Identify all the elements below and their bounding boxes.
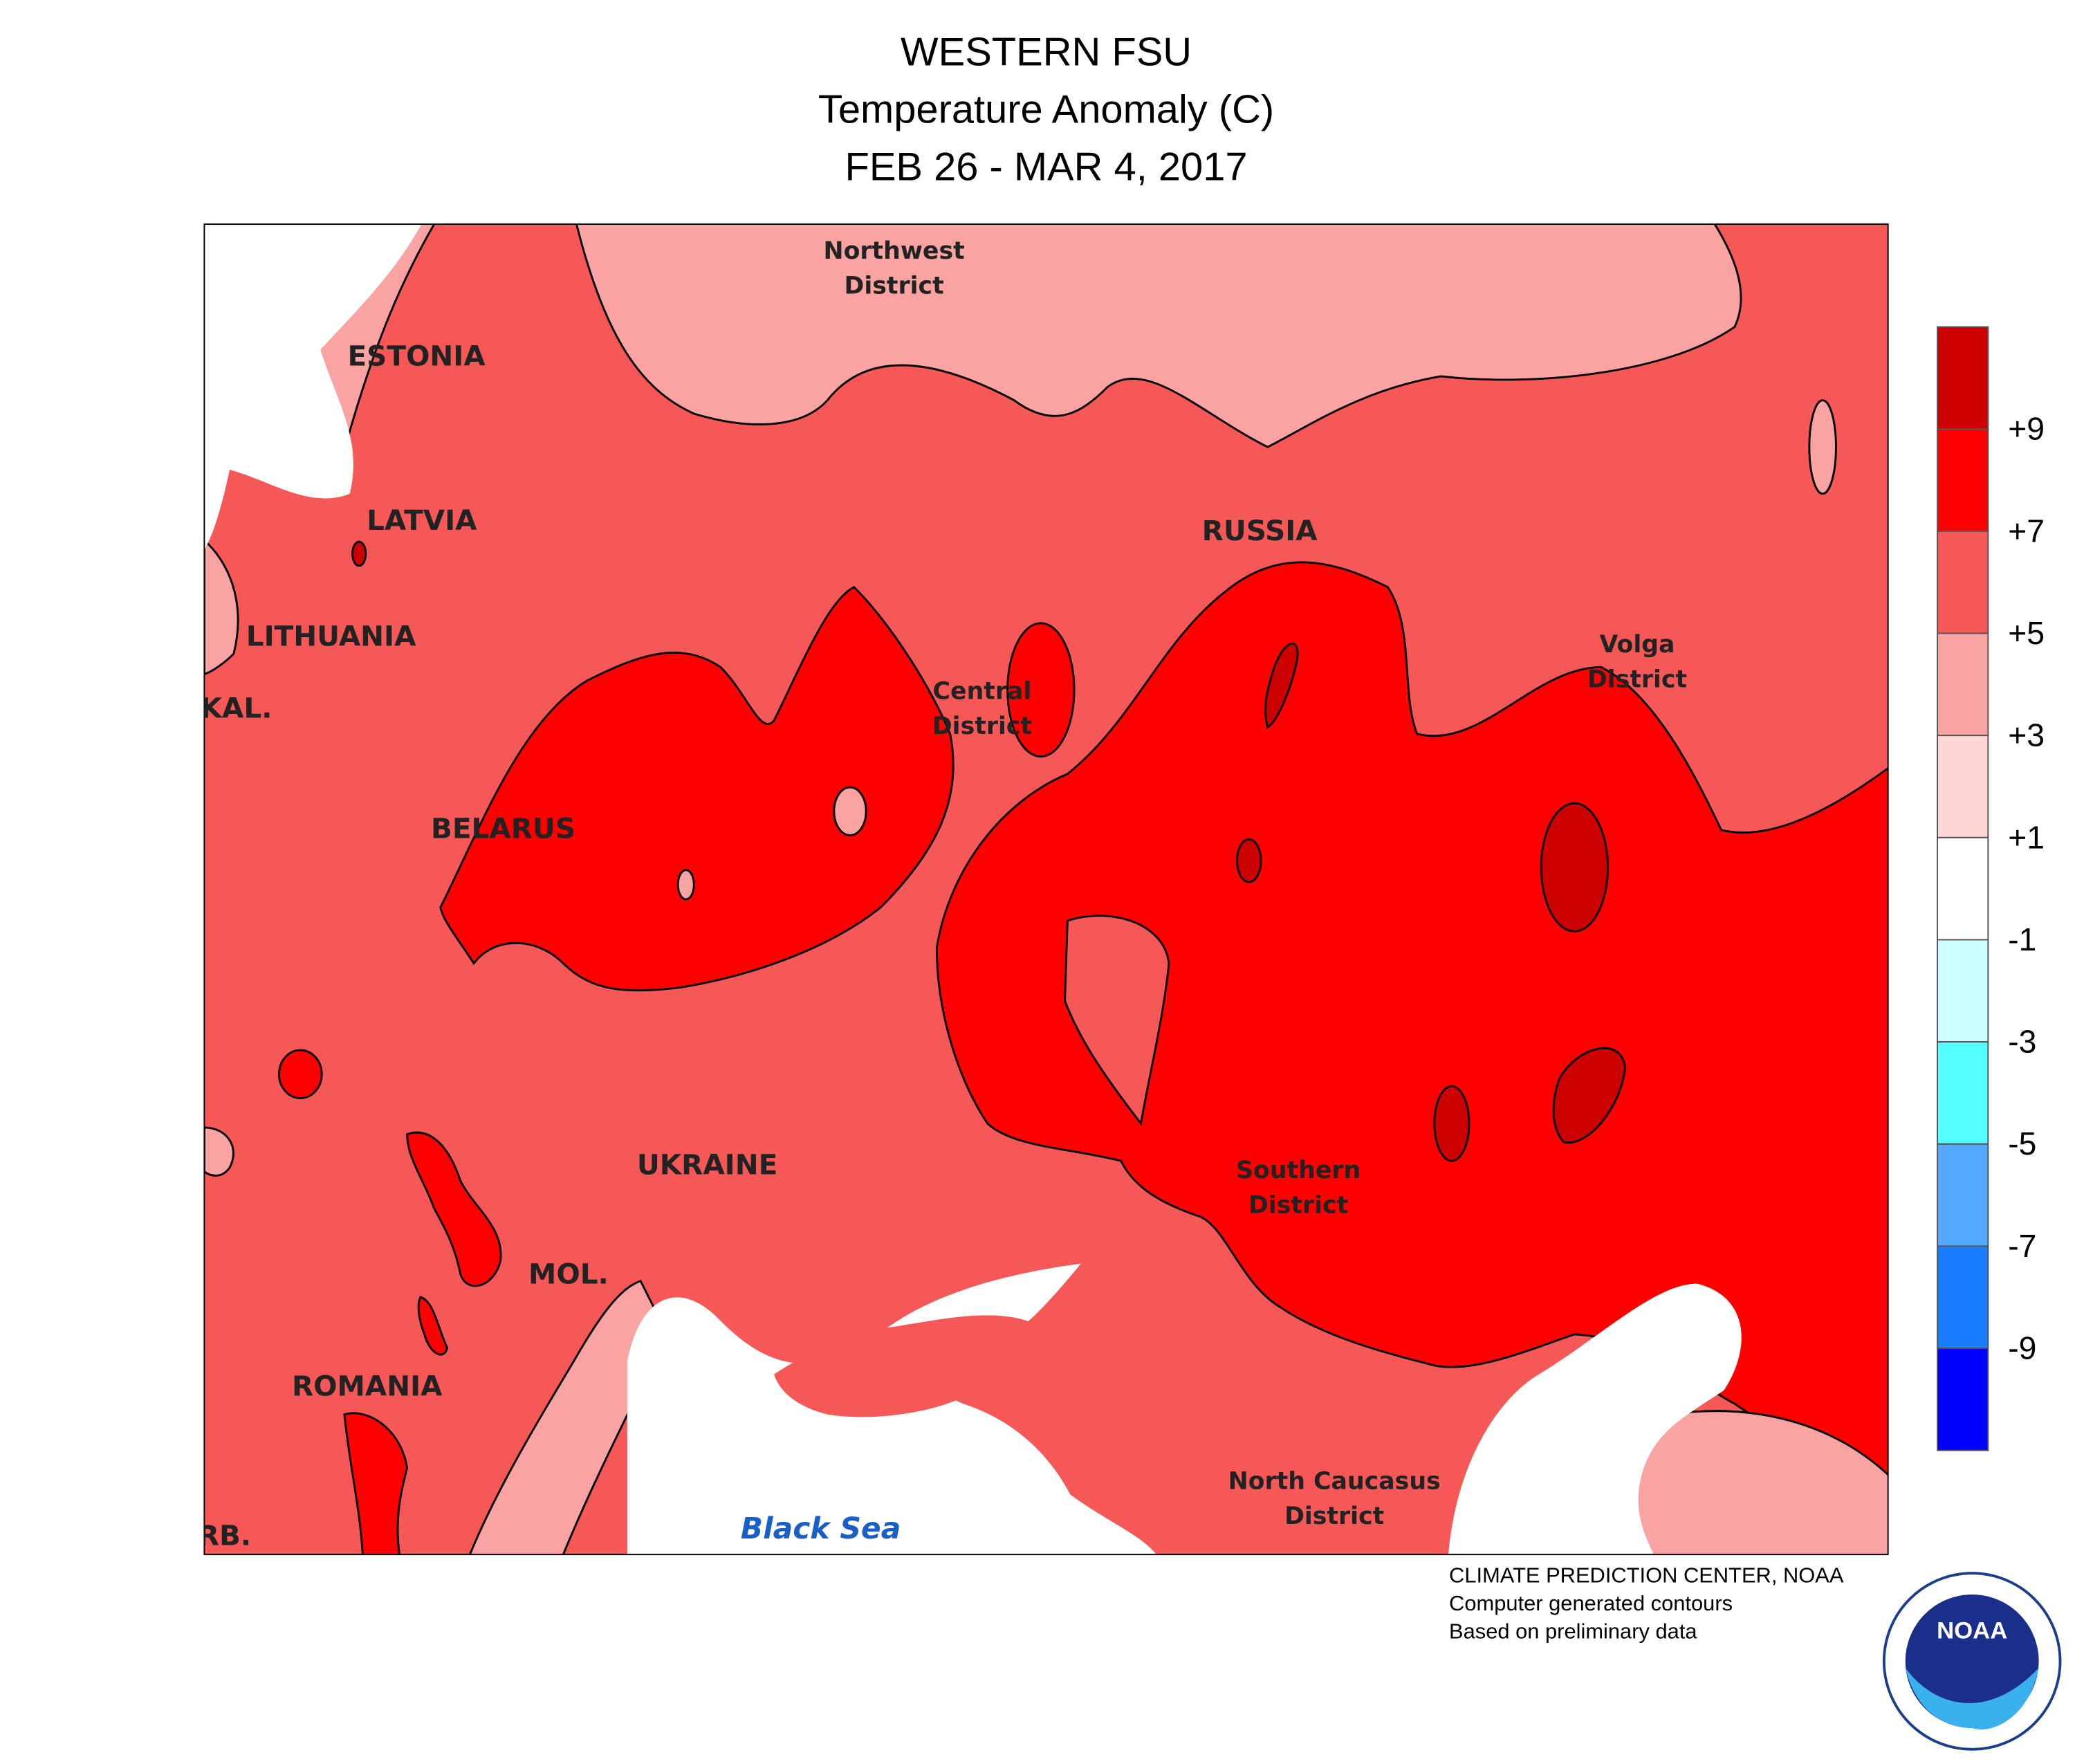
- legend-swatch: [1937, 326, 1989, 430]
- map-frame: [203, 223, 1889, 1556]
- contour: [343, 1412, 409, 1555]
- contour: [204, 539, 239, 675]
- contour: [833, 786, 867, 836]
- legend-swatch: [1937, 1245, 1989, 1350]
- legend-swatch: [1937, 1143, 1989, 1247]
- contour: [935, 561, 1888, 1518]
- legend-label: -9: [2008, 1330, 2036, 1366]
- sea-label: Black Sea: [741, 1512, 901, 1546]
- district-label: Northwest: [824, 237, 965, 265]
- legend-label: +5: [2008, 615, 2045, 651]
- contour: [351, 540, 367, 567]
- legend-label: +1: [2008, 819, 2045, 855]
- contour: [676, 869, 695, 901]
- region-label: LATVIA: [367, 504, 477, 537]
- logo: NOAA: [1882, 1572, 2062, 1751]
- legend-swatch: [1937, 428, 1989, 532]
- sea: [204, 224, 422, 550]
- legend-label: -7: [2008, 1228, 2036, 1264]
- legend-label: -5: [2008, 1126, 2036, 1161]
- legend-swatch: [1937, 530, 1989, 634]
- legend-label: -1: [2008, 921, 2036, 957]
- logo-text: NOAA: [1937, 1618, 2007, 1644]
- credit: CLIMATE PREDICTION CENTER, NOAA: [1449, 1563, 1844, 1588]
- legend-swatch: [1937, 735, 1989, 838]
- contour: [1235, 838, 1262, 883]
- land: [774, 1315, 1028, 1417]
- contour: [1064, 915, 1170, 1126]
- sea: [627, 1297, 1156, 1555]
- contour: [575, 224, 1742, 448]
- district-label: North Caucasus: [1228, 1468, 1441, 1496]
- map: [204, 224, 1888, 1555]
- region-label: RB.: [198, 1519, 251, 1552]
- contour: [468, 1279, 669, 1555]
- sea: [1448, 1283, 1742, 1555]
- contour: [1808, 399, 1837, 495]
- legend-swatch: [1937, 1041, 1989, 1145]
- contour: [406, 1131, 502, 1287]
- district-label: Southern: [1236, 1157, 1361, 1184]
- region-label: LITHUANIA: [246, 620, 416, 653]
- district-label: District: [932, 713, 1032, 740]
- district-label: Volga: [1600, 631, 1675, 659]
- legend-label: +7: [2008, 513, 2045, 549]
- district-label: District: [845, 272, 944, 300]
- district-label: Central: [933, 678, 1032, 706]
- credit: Based on preliminary data: [1449, 1619, 1697, 1644]
- legend-swatch: [1937, 632, 1989, 737]
- title-line: FEB 26 - MAR 4, 2017: [845, 145, 1247, 189]
- contour: [1433, 1085, 1470, 1162]
- district-label: District: [1248, 1191, 1348, 1219]
- district-label: District: [1587, 665, 1687, 693]
- legend-swatch: [1937, 939, 1989, 1043]
- region-label: MOL.: [528, 1258, 609, 1291]
- map-labels: ESTONIA LATVIA LITHUANIA KAL. BELARUS UK…: [198, 237, 1687, 1552]
- legend-label: +3: [2008, 717, 2045, 753]
- region-label: KAL.: [201, 692, 273, 725]
- region-label: ROMANIA: [292, 1370, 443, 1403]
- contour: [1006, 622, 1076, 758]
- contour: [204, 1126, 234, 1177]
- contour: [417, 1296, 448, 1356]
- region-label: RUSSIA: [1202, 514, 1318, 547]
- contour: [277, 1049, 323, 1099]
- region-label: ESTONIA: [347, 340, 486, 373]
- contour: [439, 585, 954, 992]
- legend-label: +9: [2008, 411, 2045, 447]
- sea: [887, 1263, 1081, 1328]
- contour: [1264, 642, 1299, 729]
- district-label: District: [1284, 1503, 1384, 1530]
- legend-swatch: [1937, 1348, 1989, 1451]
- region-label: UKRAINE: [637, 1148, 777, 1181]
- contour: [1540, 802, 1610, 932]
- title-line: WESTERN FSU: [901, 30, 1192, 75]
- title-line: Temperature Anomaly (C): [818, 87, 1274, 131]
- legend: +9 +7 +5 +3 +1 -1 -3 -5 -7 -9: [1937, 326, 2045, 1451]
- credit: Computer generated contours: [1449, 1591, 1733, 1615]
- legend-swatch: [1937, 836, 1989, 941]
- legend-label: -3: [2008, 1024, 2036, 1060]
- region-label: BELARUS: [431, 811, 575, 845]
- contour: [1552, 1047, 1627, 1144]
